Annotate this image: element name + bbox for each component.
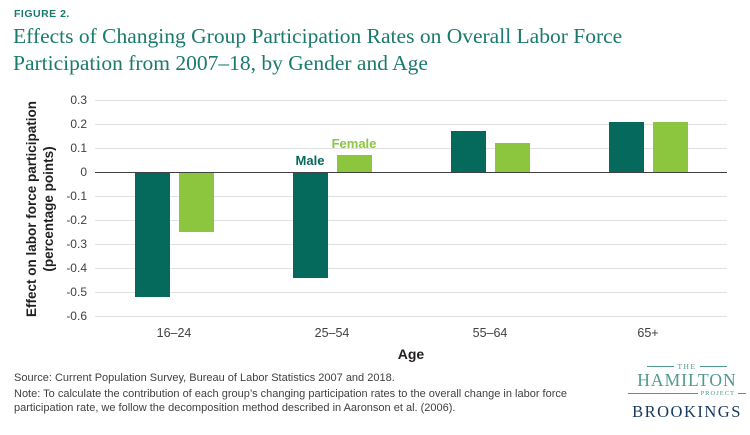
- figure-title-line1: Effects of Changing Group Participation …: [13, 24, 623, 48]
- logo-brookings-text: BROOKINGS: [632, 402, 742, 421]
- y-tick-label: 0: [80, 165, 87, 179]
- logo-rule-right: [699, 366, 727, 367]
- x-tick-label: 65+: [637, 326, 659, 340]
- figure-title: Effects of Changing Group Participation …: [13, 23, 622, 77]
- gridline--0.5: [95, 292, 727, 293]
- y-tick-label: 0.2: [70, 117, 87, 131]
- gridline--0.4: [95, 268, 727, 269]
- gridline-0.2: [95, 124, 727, 125]
- y-tick-label: -0.6: [66, 309, 87, 323]
- gridline--0.2: [95, 220, 727, 221]
- gridline-0.3: [95, 100, 727, 101]
- x-tick-label: 55–64: [472, 326, 508, 340]
- x-tick-label: 16–24: [156, 326, 192, 340]
- gridline--0.3: [95, 244, 727, 245]
- logo-the-row: THE: [628, 362, 746, 371]
- logo-project-text: PROJECT: [700, 390, 735, 397]
- x-tick-label: 25–54: [314, 326, 350, 340]
- bar-female-16–24: [178, 172, 214, 232]
- bar-male-55–64: [450, 131, 486, 172]
- bar-female-65+: [652, 121, 688, 172]
- logo-rule-long: [628, 393, 698, 394]
- gridline--0.6: [95, 316, 727, 317]
- logo-hamilton-text: HAMILTON: [637, 370, 737, 390]
- y-tick-label: 0.1: [70, 141, 87, 155]
- logo-rule-left: [647, 366, 675, 367]
- gridline--0.1: [95, 196, 727, 197]
- y-tick-label: -0.2: [66, 213, 87, 227]
- bar-female-55–64: [494, 143, 530, 172]
- hamilton-project-brookings-logo: THE HAMILTON PROJECT BROOKINGS: [628, 362, 746, 422]
- female-series-label: Female: [331, 136, 377, 152]
- logo-project-row: PROJECT: [628, 390, 746, 397]
- bar-male-16–24: [134, 172, 170, 297]
- bar-female-25–54: [336, 155, 372, 172]
- logo-rule-short: [738, 393, 746, 394]
- y-tick-label: -0.4: [66, 261, 87, 275]
- bar-male-25–54: [292, 172, 328, 278]
- y-tick-label: -0.5: [66, 285, 87, 299]
- bar-male-65+: [608, 121, 644, 172]
- figure-number-label: FIGURE 2.: [14, 8, 70, 20]
- male-series-label: Male: [295, 153, 325, 168]
- gridline-0.1: [95, 148, 727, 149]
- y-tick-label: 0.3: [70, 93, 87, 107]
- figure-title-line2: Participation from 2007–18, by Gender an…: [13, 51, 428, 75]
- y-tick-label: -0.1: [66, 189, 87, 203]
- source-note: Source: Current Population Survey, Burea…: [14, 372, 395, 384]
- logo-the-text: THE: [677, 362, 697, 371]
- methodology-note: Note: To calculate the contribution of e…: [14, 388, 567, 414]
- x-axis-title: Age: [397, 346, 425, 362]
- zero-axis-line: [95, 172, 727, 173]
- y-tick-label: -0.3: [66, 237, 87, 251]
